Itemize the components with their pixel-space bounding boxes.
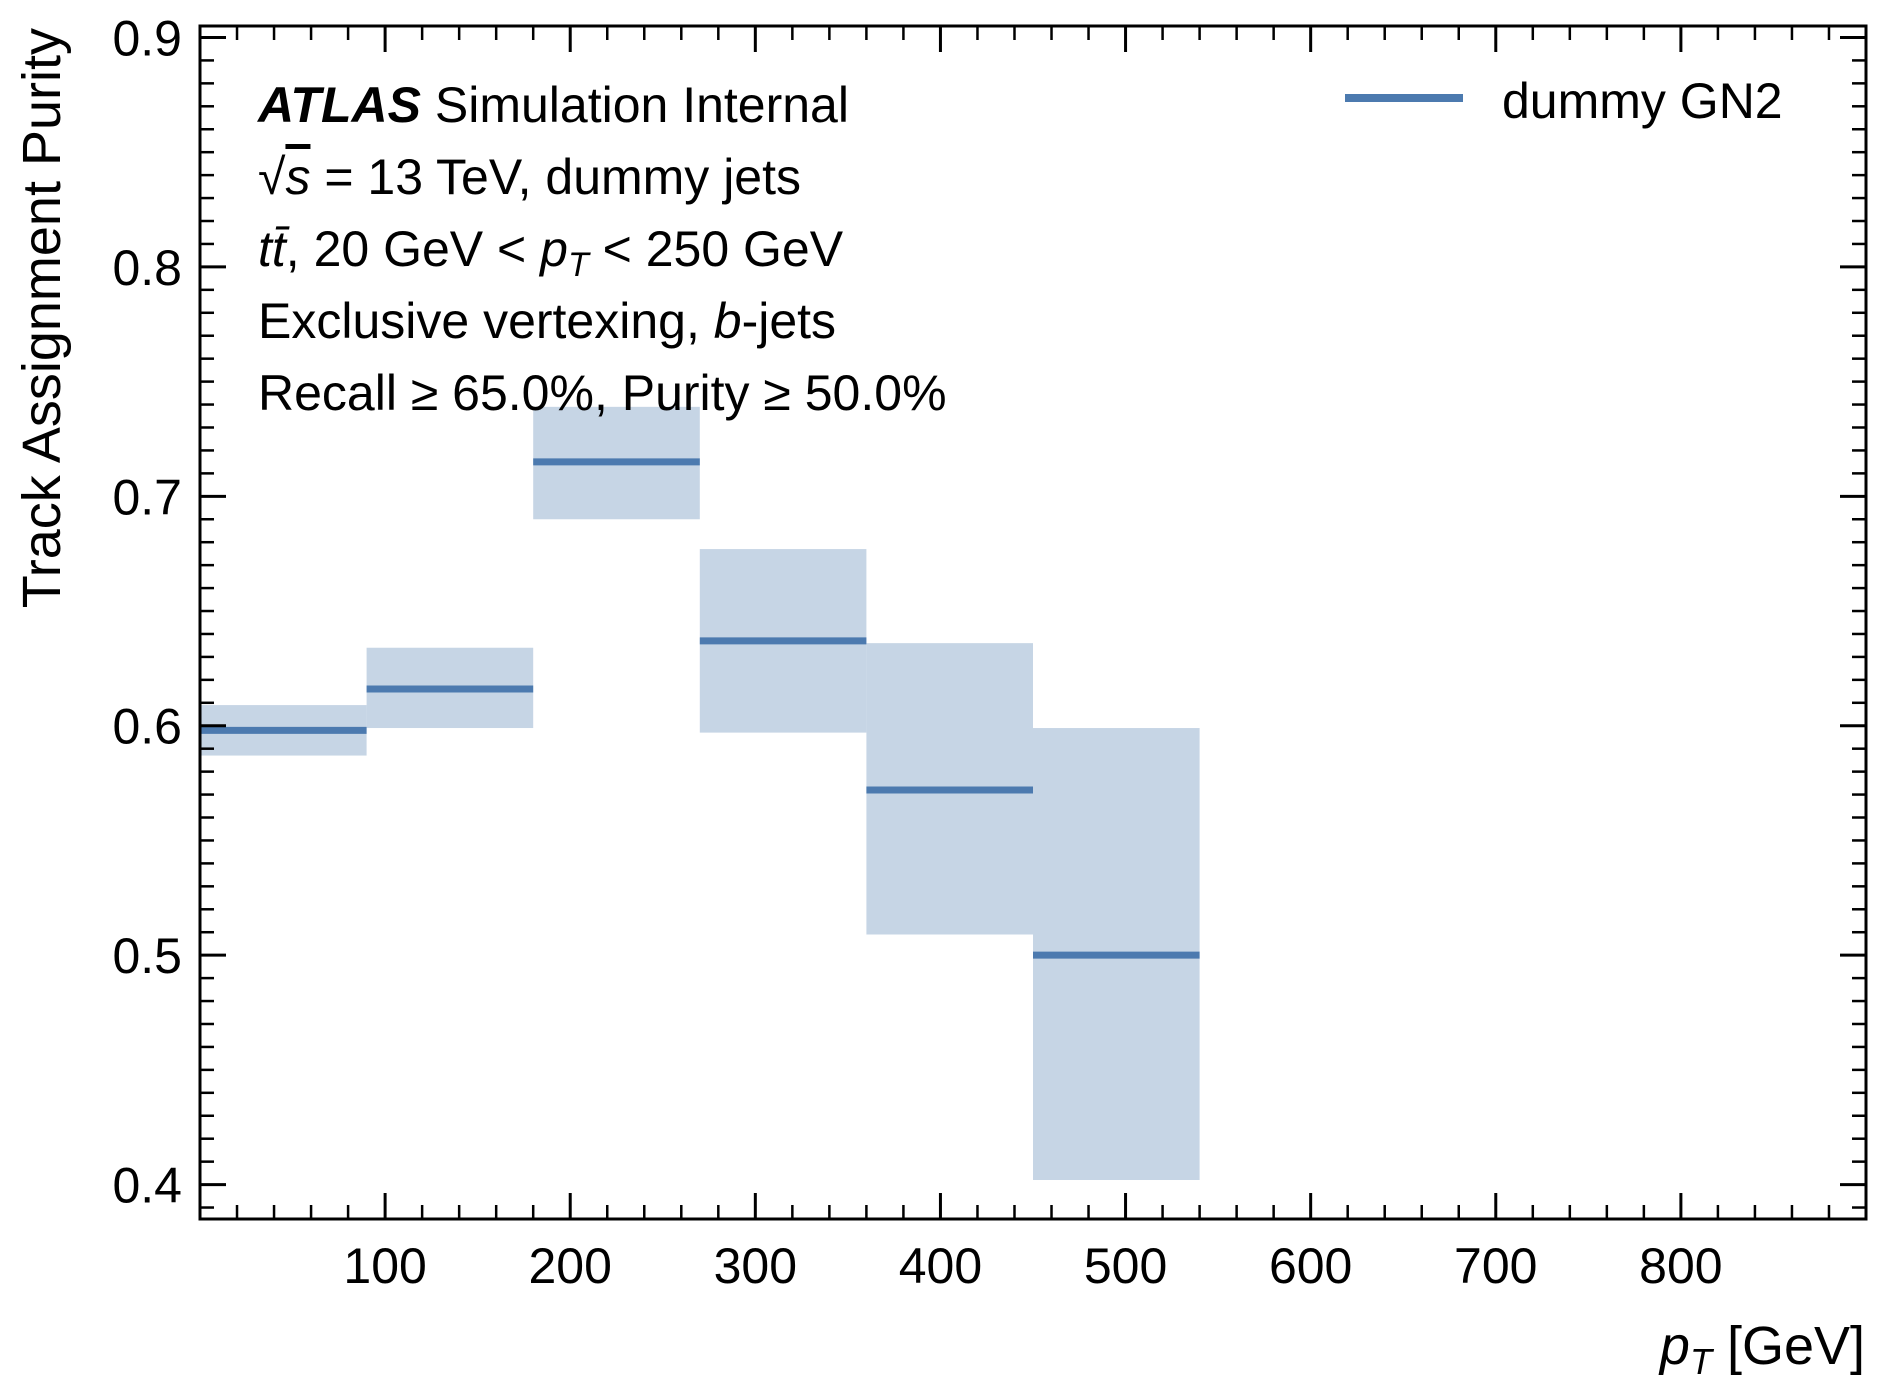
x-axis-title: pT [GeV] (1658, 1316, 1865, 1382)
legend-label-dummy-gn2: dummy GN2 (1502, 73, 1783, 129)
y-tick-label: 0.6 (112, 699, 182, 755)
x-tick-label: 300 (714, 1238, 797, 1294)
x-tick-label: 400 (899, 1238, 982, 1294)
y-tick-label: 0.7 (112, 469, 182, 525)
vertexing-label: Exclusive vertexing, b-jets (258, 293, 836, 349)
x-tick-label: 100 (343, 1238, 426, 1294)
atlas-label: ATLAS Simulation Internal (256, 77, 849, 133)
x-tick-label: 800 (1639, 1238, 1722, 1294)
legend: dummy GN2 (1345, 73, 1783, 129)
x-tick-label: 700 (1454, 1238, 1537, 1294)
y-tick-label: 0.9 (112, 10, 182, 66)
sample-label: tt̄, 20 GeV < pT < 250 GeV (258, 221, 844, 284)
energy-label: √s = 13 TeV, dummy jets (258, 149, 801, 205)
y-tick-label: 0.4 (112, 1158, 182, 1214)
y-tick-label: 0.5 (112, 928, 182, 984)
x-tick-label: 500 (1084, 1238, 1167, 1294)
plot-frame (198, 24, 1868, 1221)
x-tick-labels: 100 200 300 400 500 600 700 800 (343, 1238, 1722, 1294)
y-axis-title: Track Assignment Purity (12, 28, 72, 608)
axis-ticks (200, 26, 1866, 1219)
cuts-label: Recall ≥ 65.0%, Purity ≥ 50.0% (258, 365, 947, 421)
y-tick-label: 0.8 (112, 240, 182, 296)
x-tick-label: 600 (1269, 1238, 1352, 1294)
series-lines (200, 458, 1200, 959)
uncertainty-bands (200, 406, 1200, 1180)
y-tick-labels: 0.4 0.5 0.6 0.7 0.8 0.9 (112, 10, 182, 1213)
x-tick-label: 200 (529, 1238, 612, 1294)
annotation-block: ATLAS Simulation Internal √s = 13 TeV, d… (256, 77, 947, 421)
